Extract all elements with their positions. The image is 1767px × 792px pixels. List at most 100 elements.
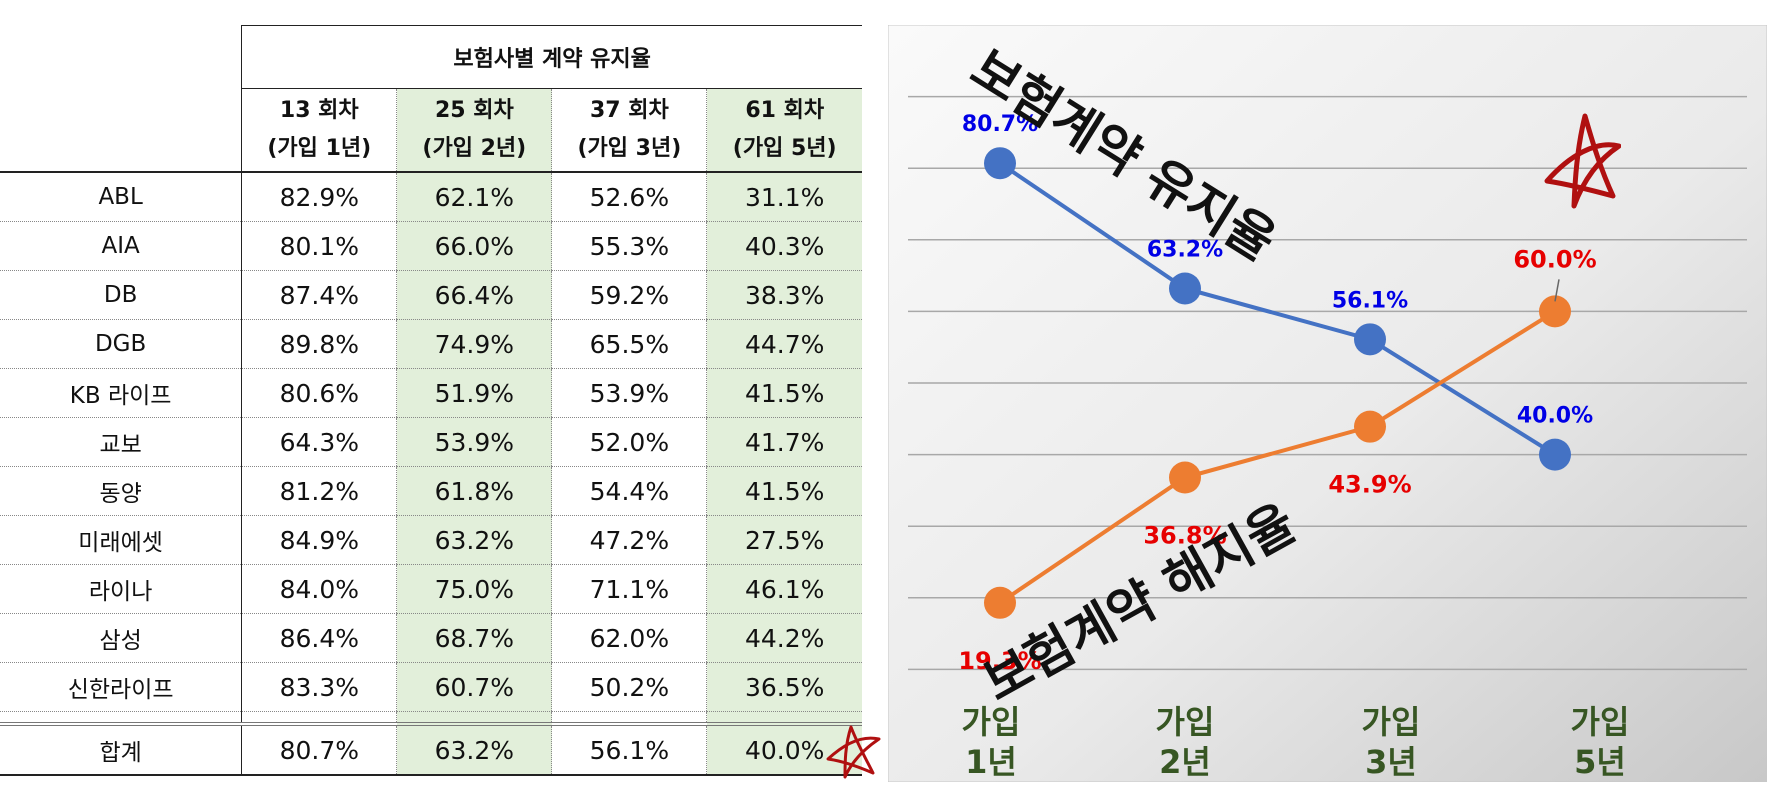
rate-cell: 82.9% (241, 172, 397, 222)
rate-cell: 66.0% (396, 221, 552, 271)
data-point (984, 147, 1016, 180)
rate-cell: 56.1% (551, 724, 707, 776)
data-point (1539, 295, 1571, 328)
company-name: 합계 (0, 724, 242, 776)
company-name: 삼성 (0, 613, 242, 663)
company-name: 신한라이프 (0, 662, 242, 712)
rate-cell: 38.3% (706, 270, 862, 320)
rate-cell: 46.1% (706, 564, 862, 614)
rate-cell: 36.5% (706, 662, 862, 712)
column-round-label: 37 회차 (589, 98, 669, 123)
rate-cell: 64.3% (241, 417, 397, 467)
rate-cell: 63.2% (396, 515, 552, 565)
rate-cell: 80.1% (241, 221, 397, 271)
rate-cell: 81.2% (241, 466, 397, 516)
rate-cell: 83.3% (241, 662, 397, 712)
rate-cell: 89.8% (241, 319, 397, 369)
table-row: KB 라이프 80.6% 51.9% 53.9% 41.5% (0, 368, 862, 418)
table-caption: 보험사별 계약 유지율 (241, 25, 862, 89)
category-label: 가입 (1571, 703, 1630, 741)
column-round-label: 13 회차 (279, 98, 359, 123)
rate-cell: 80.6% (241, 368, 397, 418)
data-label: 63.2% (1147, 237, 1223, 262)
data-label: 60.0% (1513, 245, 1596, 273)
rate-cell: 75.0% (396, 564, 552, 614)
rate-cell: 52.6% (551, 172, 707, 222)
data-point (984, 586, 1016, 619)
table-separator (0, 711, 862, 726)
data-point (1539, 438, 1571, 471)
rate-cell: 61.8% (396, 466, 552, 516)
category-label: 가입 (962, 703, 1021, 741)
company-name: ABL (0, 172, 242, 222)
category-label: 가입 (1156, 703, 1215, 741)
data-point (1354, 323, 1386, 356)
rate-cell: 74.9% (396, 319, 552, 369)
rate-cell: 60.7% (396, 662, 552, 712)
leader-line (1554, 279, 1560, 302)
table-row: AIA 80.1% 66.0% 55.3% 40.3% (0, 221, 862, 271)
rate-cell: 80.7% (241, 724, 397, 776)
rate-cell: 54.4% (551, 466, 707, 516)
rate-cell: 41.5% (706, 368, 862, 418)
data-point (1169, 272, 1201, 305)
data-label: 56.1% (1332, 288, 1408, 313)
rate-cell: 87.4% (241, 270, 397, 320)
category-label: 1년 (965, 743, 1017, 781)
rate-cell: 53.9% (396, 417, 552, 467)
rate-cell: 62.0% (551, 613, 707, 663)
table-row: 미래에셋 84.9% 63.2% 47.2% 27.5% (0, 515, 862, 565)
rate-cell: 53.9% (551, 368, 707, 418)
chart-star-mark (1544, 113, 1621, 209)
rate-cell: 51.9% (396, 368, 552, 418)
gridlines (908, 95, 1747, 671)
rate-cell: 40.3% (706, 221, 862, 271)
column-header-4: 61 회차 (가입 5년) (706, 88, 862, 173)
series-points (984, 147, 1571, 619)
data-label: 36.8% (1143, 522, 1226, 550)
rate-cell: 41.5% (706, 466, 862, 516)
table-row: 삼성 86.4% 68.7% 62.0% 44.2% (0, 613, 862, 663)
rate-cell: 71.1% (551, 564, 707, 614)
rate-cell: 50.2% (551, 662, 707, 712)
rate-cell: 52.0% (551, 417, 707, 467)
column-join-label: (가입 1년) (267, 136, 372, 161)
series-lines (998, 161, 1557, 605)
rate-cell: 59.2% (551, 270, 707, 320)
rate-cell: 40.0% (706, 724, 862, 776)
table-row: 교보 64.3% 53.9% 52.0% 41.7% (0, 417, 862, 467)
column-join-label: (가입 3년) (577, 136, 682, 161)
rate-cell: 47.2% (551, 515, 707, 565)
column-join-label: (가입 5년) (732, 136, 837, 161)
series-line (998, 309, 1557, 605)
table-row: DB 87.4% 66.4% 59.2% 38.3% (0, 270, 862, 320)
data-label: 19.3% (958, 647, 1041, 675)
company-name: KB 라이프 (0, 368, 242, 418)
rate-cell: 27.5% (706, 515, 862, 565)
table-star-mark (826, 725, 881, 779)
rate-cell: 84.0% (241, 564, 397, 614)
column-round-label: 25 회차 (434, 98, 514, 123)
column-header-3: 37 회차 (가입 3년) (551, 88, 707, 173)
chart-background (888, 25, 1767, 782)
column-header-1: 13 회차 (가입 1년) (241, 88, 397, 173)
data-label: 80.7% (962, 112, 1038, 137)
rate-cell: 41.7% (706, 417, 862, 467)
rate-cell: 84.9% (241, 515, 397, 565)
table-row: 신한라이프 83.3% 60.7% 50.2% 36.5% (0, 662, 862, 712)
table-row: ABL 82.9% 62.1% 52.6% 31.1% (0, 172, 862, 222)
total-row: 합계 80.7% 63.2% 56.1% 40.0% (0, 724, 862, 776)
table-row: DGB 89.8% 74.9% 65.5% 44.7% (0, 319, 862, 369)
company-name: DGB (0, 319, 242, 369)
series-line (998, 161, 1557, 457)
rate-cell: 63.2% (396, 724, 552, 776)
column-header-2: 25 회차 (가입 2년) (396, 88, 552, 173)
category-label: 5년 (1574, 743, 1626, 781)
company-name: 교보 (0, 417, 242, 467)
category-label: 3년 (1365, 743, 1417, 781)
rate-cell: 86.4% (241, 613, 397, 663)
table-row: 라이나 84.0% 75.0% 71.1% 46.1% (0, 564, 862, 614)
data-labels: 80.7% 63.2% 56.1% 40.0% 19.3% 36.8% 43.9% 60.0% (958, 112, 1596, 675)
rate-cell: 31.1% (706, 172, 862, 222)
